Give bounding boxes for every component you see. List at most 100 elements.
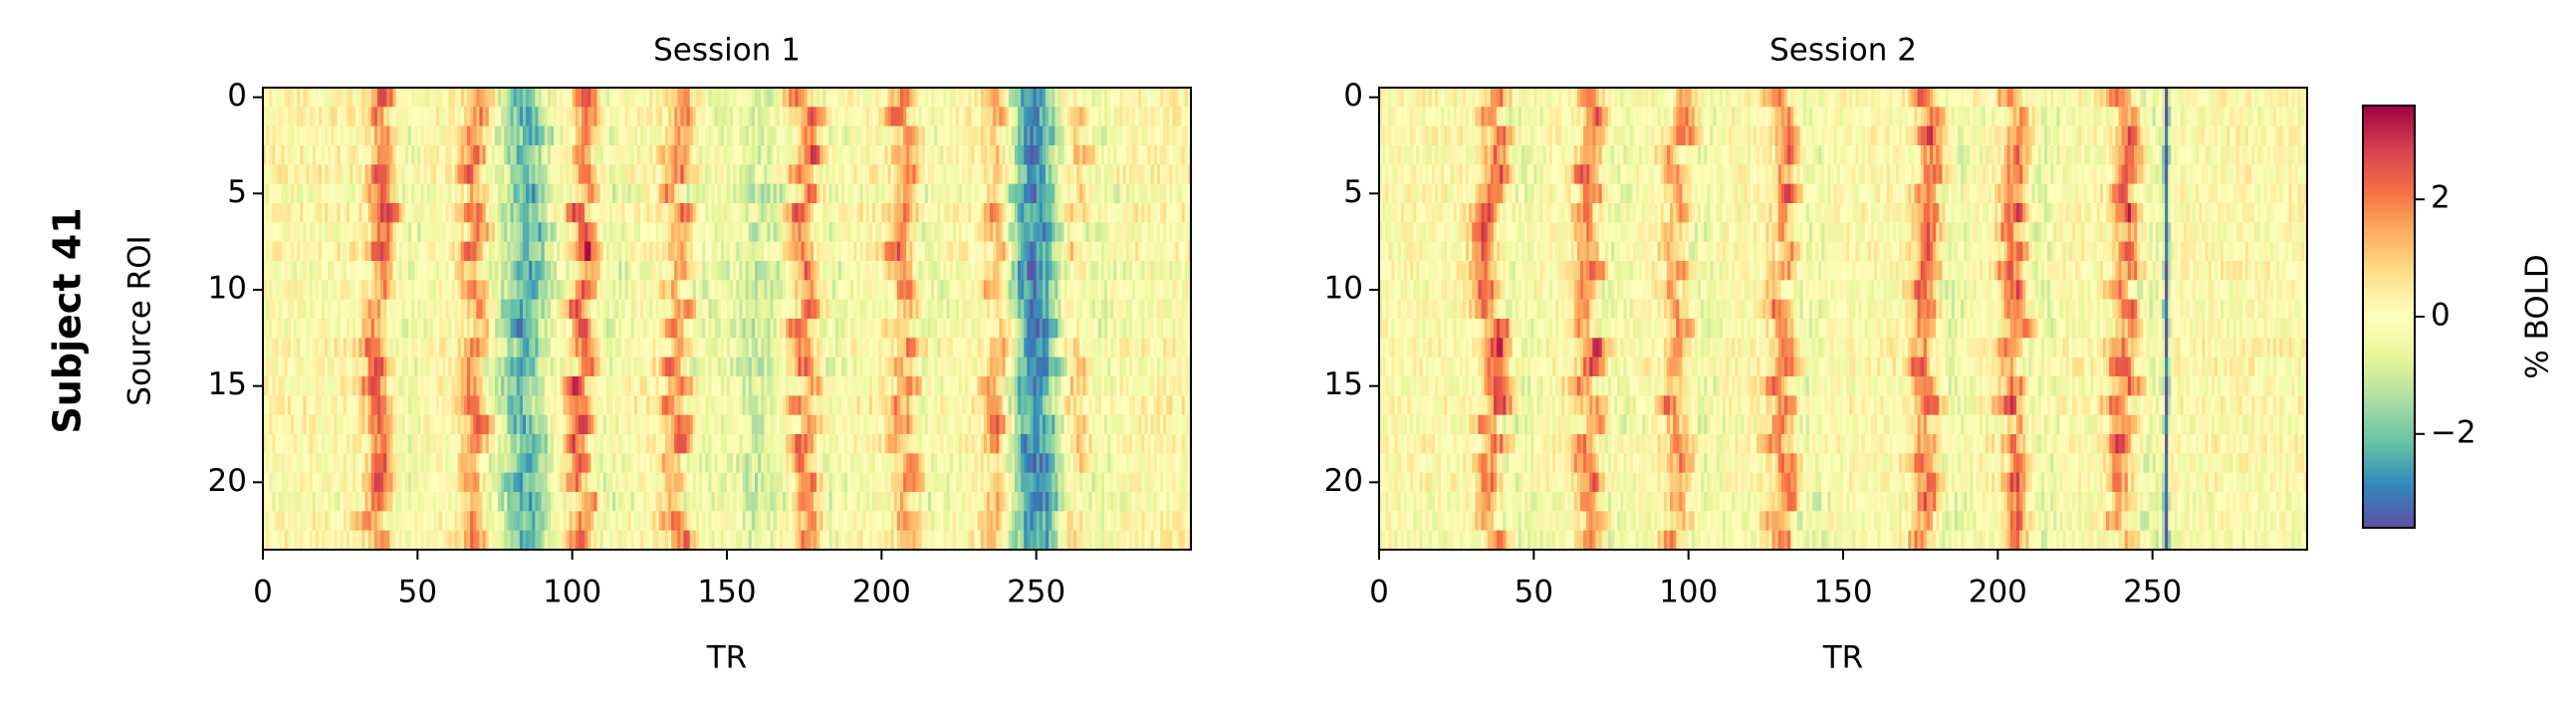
heatmap-cell xyxy=(1116,145,1121,165)
heatmap-cell xyxy=(1072,145,1077,165)
heatmap-cell xyxy=(801,164,806,185)
heatmap-cell xyxy=(294,107,298,127)
heatmap-cell xyxy=(1141,183,1145,204)
heatmap-cell xyxy=(516,222,521,243)
heatmap-cell xyxy=(652,88,657,108)
heatmap-cell xyxy=(550,88,555,108)
heatmap-cell xyxy=(761,107,765,127)
heatmap-cell xyxy=(686,145,691,165)
heatmap-cell xyxy=(1002,88,1007,108)
heatmap-cell xyxy=(498,145,502,165)
heatmap-cell xyxy=(856,145,861,165)
heatmap-cell xyxy=(263,145,267,165)
heatmap-cell xyxy=(1027,164,1032,185)
heatmap-cell xyxy=(599,88,604,108)
heatmap-cell xyxy=(1057,125,1062,146)
heatmap-cell xyxy=(485,107,490,127)
heatmap-cell xyxy=(414,222,418,243)
heatmap-cell xyxy=(334,145,339,165)
heatmap-cell xyxy=(1024,107,1028,127)
heatmap-cell xyxy=(1175,125,1180,146)
heatmap-cell xyxy=(529,145,533,165)
heatmap-cell xyxy=(1125,145,1130,165)
heatmap-cell xyxy=(1094,88,1099,108)
heatmap-cell xyxy=(918,125,923,146)
heatmap-cell xyxy=(312,183,317,204)
heatmap-cell xyxy=(355,203,359,223)
heatmap-cell xyxy=(792,88,796,108)
heatmap-cell xyxy=(297,107,301,127)
heatmap-cell xyxy=(501,222,505,243)
heatmap-cell xyxy=(544,88,549,108)
heatmap-cell xyxy=(569,145,574,165)
heatmap-cell xyxy=(736,222,741,243)
heatmap-cell xyxy=(510,183,515,204)
heatmap-cell xyxy=(1094,183,1099,204)
heatmap-cell xyxy=(1088,164,1093,185)
heatmap-cell xyxy=(714,164,719,185)
heatmap-cell xyxy=(401,145,406,165)
heatmap-cell xyxy=(322,183,326,204)
heatmap-cell xyxy=(541,125,546,146)
heatmap-cell xyxy=(392,164,397,185)
heatmap-cell xyxy=(875,125,879,146)
heatmap-cell xyxy=(364,222,369,243)
heatmap-cell xyxy=(862,145,867,165)
heatmap-cell xyxy=(667,164,672,185)
heatmap-cell xyxy=(912,125,917,146)
heatmap-cell xyxy=(370,145,375,165)
heatmap-cell xyxy=(652,145,657,165)
heatmap-cell xyxy=(878,145,882,165)
heatmap-cell xyxy=(727,222,731,243)
heatmap-cell xyxy=(674,107,678,127)
heatmap-cell xyxy=(974,125,979,146)
heatmap-cell xyxy=(828,203,833,223)
heatmap-cell xyxy=(643,125,647,146)
heatmap-cell xyxy=(1172,203,1177,223)
heatmap-cell xyxy=(798,88,803,108)
heatmap-cell xyxy=(423,125,428,146)
heatmap-cell xyxy=(429,125,434,146)
heatmap-cell xyxy=(872,164,876,185)
heatmap-cell xyxy=(395,145,400,165)
heatmap-cell xyxy=(463,164,468,185)
heatmap-cell xyxy=(404,125,409,146)
heatmap-cell xyxy=(810,164,815,185)
heatmap-cell xyxy=(621,164,626,185)
heatmap-cell xyxy=(949,164,954,185)
heatmap-cell xyxy=(931,107,935,127)
heatmap-cell xyxy=(1057,183,1062,204)
heatmap-cell xyxy=(420,145,425,165)
heatmap-cell xyxy=(358,222,363,243)
heatmap-cell xyxy=(467,88,471,108)
heatmap-cell xyxy=(1110,183,1114,204)
heatmap-cell xyxy=(352,183,356,204)
heatmap-cell xyxy=(1030,88,1035,108)
heatmap-cell xyxy=(1131,125,1136,146)
heatmap-cell xyxy=(779,164,784,185)
heatmap-cell xyxy=(275,203,280,223)
heatmap-cell xyxy=(786,107,790,127)
heatmap-cell xyxy=(1005,125,1010,146)
heatmap-cell xyxy=(776,107,781,127)
heatmap-cell xyxy=(513,125,518,146)
heatmap-cell xyxy=(358,183,363,204)
heatmap-cell xyxy=(906,145,910,165)
heatmap-cell xyxy=(389,88,394,108)
heatmap-cell xyxy=(934,88,938,108)
heatmap-cell xyxy=(999,107,1004,127)
heatmap-cell xyxy=(361,203,366,223)
heatmap-cell xyxy=(278,125,283,146)
heatmap-cell xyxy=(980,183,985,204)
heatmap-cell xyxy=(495,164,499,185)
heatmap-cell xyxy=(1122,203,1127,223)
heatmap-cell xyxy=(364,125,369,146)
heatmap-cell xyxy=(899,203,904,223)
heatmap-cell xyxy=(834,88,839,108)
heatmap-cell xyxy=(767,88,772,108)
heatmap-cell xyxy=(844,145,848,165)
heatmap-cell xyxy=(411,164,415,185)
heatmap-cell xyxy=(649,164,654,185)
heatmap-cell xyxy=(850,88,854,108)
heatmap-cell xyxy=(853,164,858,185)
